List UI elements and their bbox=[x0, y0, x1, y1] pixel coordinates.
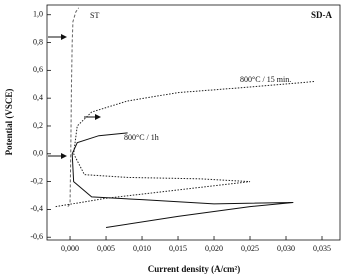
x-tick-label: 0,035 bbox=[313, 244, 331, 253]
y-tick-label: -0,2 bbox=[30, 176, 43, 185]
x-tick-label: 0,000 bbox=[61, 244, 79, 253]
chart-title: SD-A bbox=[311, 10, 333, 20]
x-tick-label: 0,030 bbox=[277, 244, 295, 253]
y-tick-label: 0,8 bbox=[33, 37, 43, 46]
y-tick-label: -0,4 bbox=[30, 204, 43, 213]
x-tick-label: 0,010 bbox=[133, 244, 151, 253]
series-label: 800°C / 1h bbox=[124, 133, 159, 142]
plot-frame bbox=[46, 4, 341, 241]
y-axis-label: Potential (VSCE) bbox=[4, 89, 14, 156]
data-line bbox=[71, 132, 294, 228]
x-tick-label: 0,020 bbox=[205, 244, 223, 253]
y-tick-label: 0,0 bbox=[33, 149, 43, 158]
x-tick-label: 0,015 bbox=[169, 244, 187, 253]
y-tick-label: -0,6 bbox=[30, 232, 43, 241]
y-tick-label: 0,2 bbox=[33, 121, 43, 130]
series-label: ST bbox=[90, 11, 99, 20]
x-axis-label: Current density (A/cm²) bbox=[148, 264, 241, 274]
y-tick-label: 0,6 bbox=[33, 65, 43, 74]
data-line bbox=[67, 7, 80, 207]
y-tick-label: 1,0 bbox=[33, 10, 43, 19]
y-tick-label: 0,4 bbox=[33, 93, 43, 102]
x-tick-label: 0,025 bbox=[241, 244, 259, 253]
x-tick-label: 0,005 bbox=[97, 244, 115, 253]
data-line bbox=[55, 80, 315, 208]
series-label: 800°C / 15 min. bbox=[240, 75, 291, 84]
